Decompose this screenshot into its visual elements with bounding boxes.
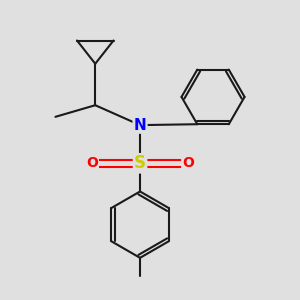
- Text: N: N: [134, 118, 146, 133]
- Text: O: O: [182, 156, 194, 170]
- Text: O: O: [86, 156, 98, 170]
- Text: S: S: [134, 154, 146, 172]
